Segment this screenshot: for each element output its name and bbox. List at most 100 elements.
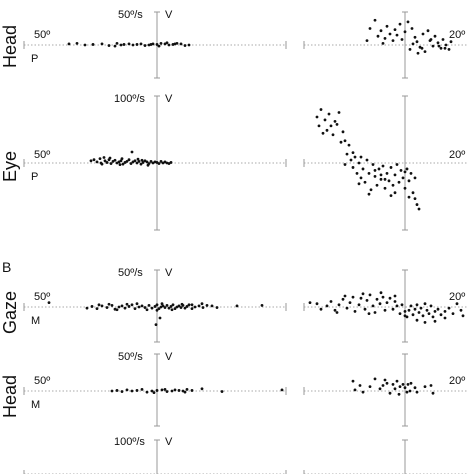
- row-1-left-point-22: [183, 44, 187, 47]
- row-4-right-point-26: [397, 392, 401, 396]
- row-2-right-point-53: [351, 151, 355, 155]
- row-5-y-scale-label: 100º/s: [114, 436, 145, 448]
- row-3-left-point-40: [201, 306, 205, 309]
- row-2-left-point-45: [120, 157, 124, 161]
- row-3-right-point-34: [411, 313, 415, 317]
- row-3-right-point-19: [375, 297, 379, 301]
- row-4-left-point-14: [177, 389, 181, 392]
- row-3-left-point-57: [97, 303, 101, 307]
- row-4-right-point-16: [405, 390, 409, 394]
- row-2-left-point-8: [109, 162, 113, 165]
- row-4-right-point-18: [408, 389, 412, 393]
- row-1-left-point-6: [115, 41, 119, 45]
- row-4-right-x-scale-label: 20º: [449, 375, 465, 387]
- row-4-right-point-4: [368, 385, 372, 388]
- row-2-left-point-20: [133, 159, 137, 163]
- row-2-right-point-48: [343, 139, 347, 143]
- row-2-right-point-36: [395, 163, 399, 166]
- row-3-left-point-15: [140, 304, 144, 308]
- row-1-left-point-29: [173, 42, 177, 46]
- row-1-left-point-11: [139, 42, 143, 46]
- row-2-right-point-18: [359, 176, 363, 180]
- row-4-right-point-7: [381, 384, 385, 387]
- row-3-right-point-18: [373, 311, 377, 314]
- row-3-right-point-52: [459, 308, 463, 312]
- row-3-right-point-61: [367, 312, 371, 315]
- row-4-right-point-15: [403, 386, 407, 390]
- row-1-right-point-17: [415, 40, 419, 44]
- row-4-left-point-10: [160, 388, 164, 392]
- row-2-right-point-25: [373, 174, 377, 178]
- row-2-right-point-55: [367, 192, 371, 196]
- row-4-left-point-12: [170, 389, 174, 393]
- row-3-left-point-26: [167, 306, 171, 310]
- row-1-right-point-27: [441, 38, 445, 41]
- row-1-right-x-scale-label: 20º: [449, 29, 465, 41]
- row-2-right-point-32: [387, 179, 391, 183]
- row-3-left-point-43: [215, 306, 219, 309]
- row-2-left-point-16: [125, 159, 129, 163]
- row-3-right-point-12: [357, 303, 361, 307]
- row-3-right-point-48: [443, 310, 447, 313]
- row-1-left-point-25: [119, 43, 123, 47]
- plot-layer: [23, 11, 468, 474]
- row-4-left-point-19: [220, 390, 224, 393]
- row-2-right-point-31: [385, 171, 389, 175]
- row-3-left-point-29: [173, 307, 177, 311]
- row-2-left-point-5: [103, 159, 107, 163]
- row-2-right-point-15: [353, 155, 357, 159]
- row-3-right-point-35: [413, 307, 417, 311]
- row-3-right-point-39: [421, 314, 425, 318]
- row-1-left-point-15: [155, 43, 159, 46]
- row-2-left-point-10: [113, 158, 117, 162]
- row-2-right-point-24: [371, 163, 375, 166]
- row-4-right-point-17: [406, 383, 410, 386]
- row-2-right-point-41: [405, 167, 409, 171]
- row-2-right-point-49: [335, 122, 339, 126]
- row-1-right-point-32: [381, 41, 385, 45]
- row-4-left-point-6: [140, 387, 144, 391]
- row-3-right-point-40: [423, 302, 427, 306]
- row-4-right-point-3: [361, 390, 365, 394]
- row-1-right-point-13: [406, 20, 410, 24]
- row-4-right-point-14: [401, 383, 405, 386]
- row-3-left-point-56: [158, 316, 162, 320]
- row-2-left-point-2: [95, 160, 99, 164]
- row-1-left-point-7: [122, 43, 126, 46]
- row-3-left-point-39: [197, 304, 201, 308]
- row-2-y-axis-letter: V: [165, 93, 173, 105]
- row-3-left-point-11: [127, 305, 131, 308]
- row-4-right-point-24: [431, 391, 435, 395]
- row-2-right-point-37: [397, 180, 401, 184]
- row-3-right-point-41: [425, 308, 429, 312]
- row-3-left-point-52: [180, 302, 184, 306]
- row-2-left-point-37: [169, 161, 173, 164]
- row-2-right-point-13: [349, 158, 353, 162]
- row-1-right-point-16: [413, 35, 417, 39]
- row-3-right-point-42: [427, 312, 431, 315]
- row-3-left-point-19: [153, 305, 157, 308]
- row-3-right-point-63: [423, 321, 427, 324]
- row-4-right-point-9: [388, 391, 392, 395]
- row-3-left-point-58: [107, 302, 111, 306]
- row-3-right-point-44: [431, 315, 435, 319]
- row-2-right-point-6: [331, 133, 335, 137]
- row-3-y-scale-label: 50º/s: [118, 267, 143, 279]
- row-1-right-point-4: [379, 29, 383, 33]
- row-2-left-point-26: [145, 160, 149, 164]
- row-1-right-point-31: [393, 28, 397, 31]
- row-4-x-axis-letter: M: [31, 399, 40, 411]
- row-3-left-point-3: [95, 307, 99, 311]
- row-3-left-point-35: [185, 305, 189, 308]
- row-3-left-point-47: [135, 302, 139, 306]
- row-2-right-point-14: [351, 166, 355, 169]
- row-2-left-point-22: [137, 159, 141, 163]
- row-3-right-point-3: [325, 304, 329, 308]
- row-2-right-point-46: [415, 203, 419, 206]
- row-3-left-point-23: [161, 304, 165, 308]
- row-1-right-point-7: [388, 32, 392, 36]
- row-3-right-point-37: [417, 311, 421, 314]
- row-3-right-point-11: [353, 310, 357, 313]
- row-1-y-scale-label: 50º/s: [118, 9, 143, 21]
- row-1-right-point-8: [391, 39, 395, 42]
